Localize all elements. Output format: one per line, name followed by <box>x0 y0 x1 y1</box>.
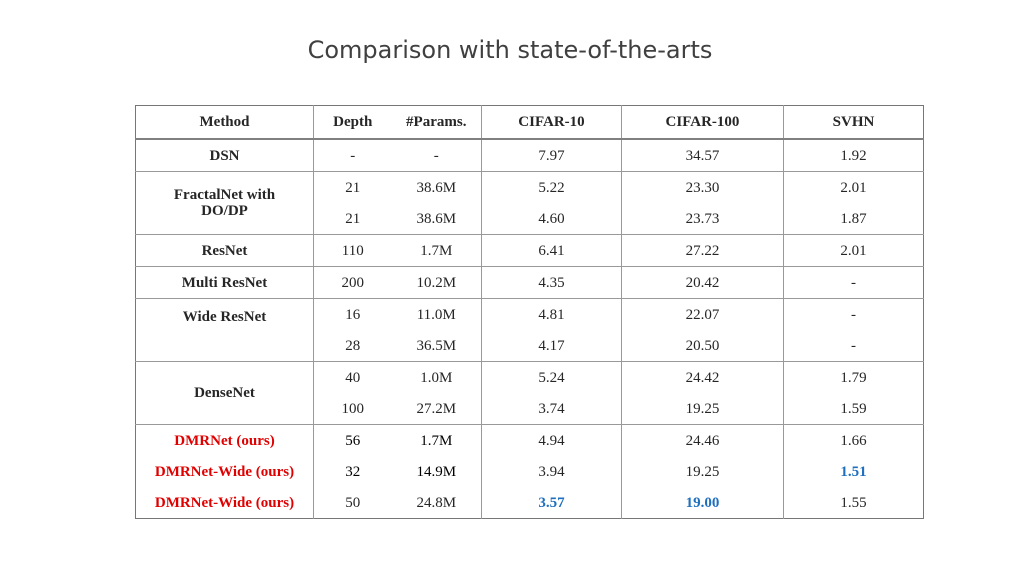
depth-cell: 200 <box>341 274 365 291</box>
cifar10-cell: 5.22 <box>481 171 622 203</box>
method-cell: Multi ResNet <box>135 266 314 299</box>
cifar100-cell: 19.00 <box>621 487 784 519</box>
table-row: FractalNet with DO/DP 21 38.6M 5.22 23.3… <box>135 171 924 235</box>
params-cell: 14.9M <box>391 456 482 487</box>
cifar10-cell: 3.94 <box>481 456 622 487</box>
header-cifar100: CIFAR-100 <box>621 105 784 140</box>
cifar10-cell: 4.35 <box>481 266 622 299</box>
cifar10-cell: 4.60 <box>481 203 622 235</box>
params-cell: 27.2M <box>391 393 482 425</box>
cifar100-cell: 20.42 <box>621 266 784 299</box>
cifar10-cell: 7.97 <box>481 139 622 172</box>
params-cell: 1.0M <box>391 361 482 393</box>
table-row: DMRNet (ours) 56 1.7M 4.94 24.46 1.66 <box>135 424 924 456</box>
svhn-cell: 1.87 <box>840 210 867 227</box>
table-row: ResNet 110 1.7M 6.41 27.22 2.01 <box>135 234 924 267</box>
table-row: 28 36.5M 4.17 20.50 - <box>135 330 924 362</box>
svhn-cell: 2.01 <box>840 179 867 196</box>
cifar100-cell: 22.07 <box>621 298 784 330</box>
cifar100-cell: 23.30 <box>621 171 784 203</box>
table-row: DenseNet 40 1.0M 5.24 24.42 1.79 <box>135 361 924 425</box>
cifar100-cell: 19.25 <box>621 456 784 487</box>
table-row: Wide ResNet 16 11.0M 4.81 22.07 - <box>135 298 924 362</box>
cifar100-cell: 20.50 <box>621 330 784 362</box>
cifar100-cell: 34.57 <box>621 139 784 172</box>
params-cell: 24.8M <box>391 487 482 519</box>
cifar100-cell: 19.25 <box>621 393 784 425</box>
svhn-cell: - <box>851 274 856 291</box>
table-row: DSN - - 7.97 34.57 1.92 <box>135 139 924 172</box>
depth-cell: 16 <box>345 306 361 323</box>
cifar100-cell: 27.22 <box>621 234 784 267</box>
svhn-cell: 1.92 <box>840 147 867 164</box>
depth-cell: 56 <box>345 432 361 449</box>
cifar10-cell: 3.57 <box>481 487 622 519</box>
params-cell: 1.7M <box>391 424 482 456</box>
depth-cell: 32 <box>345 463 361 480</box>
params-cell: 36.5M <box>391 330 482 362</box>
cifar100-cell: 24.46 <box>621 424 784 456</box>
header-row: Method Depth #Params. CIFAR-10 CIFAR-100… <box>135 105 924 140</box>
method-cell: FractalNet with DO/DP <box>135 171 314 235</box>
header-cifar10: CIFAR-10 <box>481 105 622 140</box>
depth-cell: 100 <box>341 400 365 417</box>
method-cell: DMRNet-Wide (ours) <box>135 456 314 487</box>
svhn-cell: - <box>851 306 856 323</box>
cifar10-cell: 6.41 <box>481 234 622 267</box>
header-params: #Params. <box>391 105 482 140</box>
svhn-cell: 2.01 <box>840 242 867 259</box>
params-cell: 38.6M <box>391 203 482 235</box>
depth-cell: 110 <box>341 242 364 259</box>
method-cell: DSN <box>135 139 314 172</box>
depth-cell: 21 <box>345 179 361 196</box>
slide-title: Comparison with state-of-the-arts <box>307 36 713 64</box>
svhn-cell: 1.55 <box>840 494 867 511</box>
method-cell: ResNet <box>135 234 314 267</box>
method-cell: Wide ResNet <box>135 298 314 362</box>
svhn-cell: - <box>851 337 856 354</box>
cifar100-cell: 24.42 <box>621 361 784 393</box>
cifar10-cell: 3.74 <box>481 393 622 425</box>
header-depth: Depth <box>313 105 392 140</box>
cifar10-cell: 4.81 <box>481 298 622 330</box>
method-cell: DenseNet <box>135 361 314 425</box>
cifar10-cell: 5.24 <box>481 361 622 393</box>
depth-cell: 21 <box>345 210 361 227</box>
table-row: 100 27.2M 3.74 19.25 1.59 <box>135 393 924 425</box>
method-cell: DMRNet-Wide (ours) <box>135 487 314 519</box>
table-row: DMRNet-Wide (ours) 50 24.8M 3.57 19.00 1… <box>135 487 924 519</box>
depth-cell: 40 <box>345 369 361 386</box>
header-method: Method <box>135 105 314 140</box>
svhn-cell: 1.79 <box>840 369 867 386</box>
depth-cell: 28 <box>345 337 361 354</box>
method-cell: DMRNet (ours) <box>135 424 314 456</box>
svhn-cell: 1.51 <box>840 463 867 480</box>
table-row: DMRNet-Wide (ours) 32 14.9M 3.94 19.25 1… <box>135 456 924 487</box>
depth-cell: 50 <box>345 494 361 511</box>
params-cell: - <box>391 139 482 172</box>
params-cell: 1.7M <box>391 234 482 267</box>
params-cell: 11.0M <box>391 298 482 330</box>
comparison-table: Method Depth #Params. CIFAR-10 CIFAR-100… <box>135 105 924 519</box>
params-cell: 38.6M <box>391 171 482 203</box>
params-cell: 10.2M <box>391 266 482 299</box>
header-svhn: SVHN <box>783 105 924 140</box>
svhn-cell: 1.59 <box>840 400 867 417</box>
cifar100-cell: 23.73 <box>621 203 784 235</box>
table-row: Multi ResNet 200 10.2M 4.35 20.42 - <box>135 266 924 299</box>
cifar10-cell: 4.94 <box>481 424 622 456</box>
depth-cell: - <box>350 147 356 164</box>
cifar10-cell: 4.17 <box>481 330 622 362</box>
svhn-cell: 1.66 <box>840 432 867 449</box>
table-row: 21 38.6M 4.60 23.73 1.87 <box>135 203 924 235</box>
